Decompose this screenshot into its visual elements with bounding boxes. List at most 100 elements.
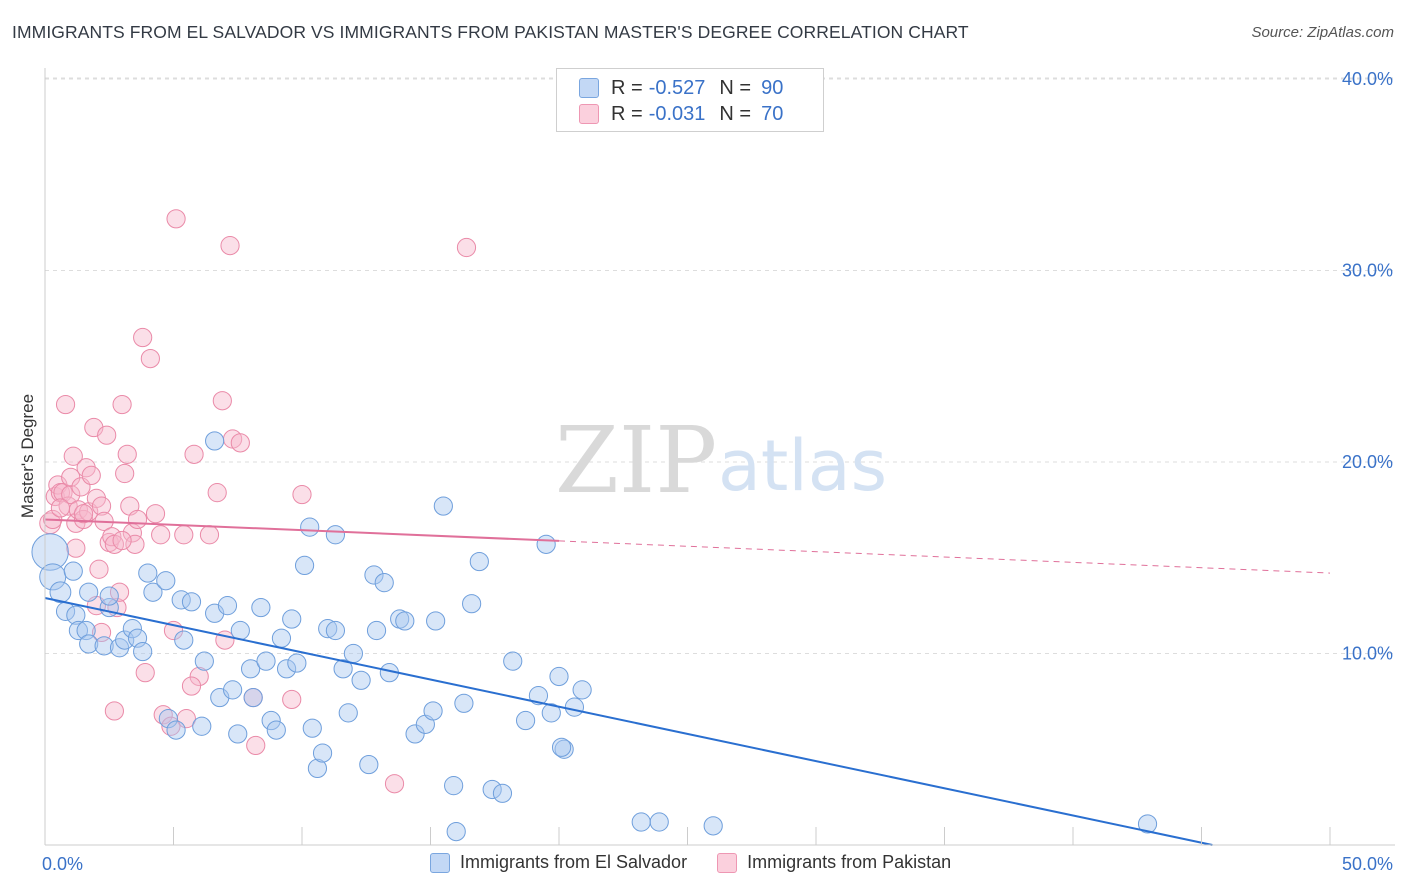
pakistan-point	[66, 538, 86, 558]
el-salvador-point	[446, 821, 466, 842]
bottom-legend-swatch-blue	[430, 852, 450, 873]
el-salvador-point	[294, 555, 315, 576]
legend-row-el-salvador: R = -0.527 N = 90	[579, 76, 783, 100]
pakistan-point	[112, 394, 132, 415]
trend-lines	[44, 518, 1331, 846]
el-salvador-point	[325, 525, 346, 545]
el-salvador-point	[395, 611, 415, 631]
el-salvador-point	[359, 754, 379, 775]
el-salvador-point	[276, 659, 297, 679]
pakistan-point	[246, 735, 266, 756]
el-salvador-point	[312, 743, 333, 763]
legend-r-value: -0.031	[648, 102, 706, 125]
el-salvador-point	[351, 670, 371, 690]
series-pakistan-points	[39, 209, 477, 794]
pakistan-point	[145, 504, 166, 524]
watermark-atlas: atlas	[718, 425, 887, 507]
pakistan-point	[184, 444, 204, 464]
el-salvador-point	[631, 812, 651, 832]
pakistan-point	[181, 676, 202, 696]
legend: R = -0.527 N = 90 R = -0.031 N = 70	[556, 68, 824, 132]
pakistan-point	[117, 444, 137, 464]
pakistan-point	[91, 496, 112, 516]
el-salvador-point	[469, 551, 489, 572]
pakistan-point	[73, 504, 94, 524]
el-salvador-point	[79, 634, 99, 654]
el-salvador-point	[703, 816, 723, 836]
source-label: Source: ZipAtlas.com	[1251, 24, 1394, 41]
el-salvador-point	[333, 659, 353, 679]
el-salvador-point	[138, 563, 158, 583]
bottom-legend-label: Immigrants from Pakistan	[747, 852, 952, 872]
legend-n-label: N =	[719, 76, 752, 99]
el-salvador-point	[99, 586, 119, 606]
legend-row-pakistan: R = -0.031 N = 70	[579, 102, 783, 126]
legend-swatch-pink	[579, 104, 599, 124]
el-salvador-point	[68, 620, 89, 641]
el-salvador-point	[482, 779, 502, 800]
pakistan-point	[50, 498, 71, 518]
el-salvador-point	[325, 620, 346, 641]
el-salvador-point	[364, 565, 384, 585]
el-salvador-point	[515, 710, 536, 731]
el-salvador-point	[166, 720, 186, 740]
legend-n-value: 70	[761, 102, 784, 125]
y-tick-label: 10.0%	[1342, 644, 1393, 664]
watermark: ZIP atlas	[555, 407, 887, 514]
bottom-legend-swatch-pink	[717, 852, 738, 873]
pakistan-point	[58, 496, 78, 516]
el-salvador-point	[156, 571, 176, 591]
pakistan-point	[81, 465, 101, 486]
pakistan-point	[104, 701, 124, 721]
pakistan-point	[135, 663, 155, 683]
el-salvador-point	[536, 534, 556, 554]
el-salvador-point	[63, 561, 83, 581]
pakistan-point	[133, 327, 153, 348]
pakistan-trend-line	[44, 518, 560, 542]
series-el-salvador-points	[31, 431, 1158, 842]
pakistan-point	[207, 483, 227, 503]
el-salvador-point	[266, 720, 286, 740]
el-salvador-point	[366, 620, 387, 641]
el-salvador-point	[122, 619, 142, 639]
pakistan-point	[112, 530, 132, 551]
pakistan-point	[55, 394, 76, 415]
el-salvador-point	[217, 596, 238, 616]
el-salvador-point	[223, 680, 243, 700]
pakistan-point	[174, 525, 194, 545]
pakistan-point	[166, 209, 186, 229]
el-salvador-point	[243, 687, 263, 708]
bottom-legend-pakistan: Immigrants from Pakistan	[717, 852, 951, 873]
el-salvador-point	[307, 758, 328, 779]
el-salvador-point	[174, 630, 194, 650]
el-salvador-point	[374, 573, 394, 593]
legend-n-label: N =	[719, 102, 752, 125]
legend-r-label: R =	[611, 102, 643, 125]
bottom-legend-label: Immigrants from El Salvador	[460, 852, 688, 872]
pakistan-point	[456, 237, 477, 258]
el-salvador-point	[31, 533, 69, 571]
el-salvador-point	[241, 659, 261, 679]
pakistan-point	[282, 689, 302, 710]
pakistan-point	[109, 582, 130, 602]
legend-n-value: 90	[761, 76, 784, 99]
el-salvador-point	[205, 431, 225, 451]
pakistan-point	[61, 484, 81, 505]
el-salvador-point	[649, 812, 669, 832]
pakistan-point	[140, 348, 160, 369]
bottom-legend: Immigrants from El Salvador Immigrants f…	[430, 852, 981, 873]
el-salvador-point	[503, 651, 523, 671]
y-tick-label: 20.0%	[1342, 452, 1393, 472]
el-salvador-point	[528, 686, 549, 706]
el-salvador-point	[572, 680, 592, 700]
pakistan-point	[199, 525, 220, 545]
pakistan-point	[161, 716, 181, 736]
el-salvador-point	[300, 517, 320, 537]
el-salvador-point	[433, 496, 453, 516]
axes	[44, 68, 1395, 846]
pakistan-point	[292, 484, 312, 505]
y-tick-label: 30.0%	[1342, 261, 1393, 281]
el-salvador-point	[271, 628, 292, 648]
chart-title: IMMIGRANTS FROM EL SALVADOR VS IMMIGRANT…	[12, 22, 969, 42]
